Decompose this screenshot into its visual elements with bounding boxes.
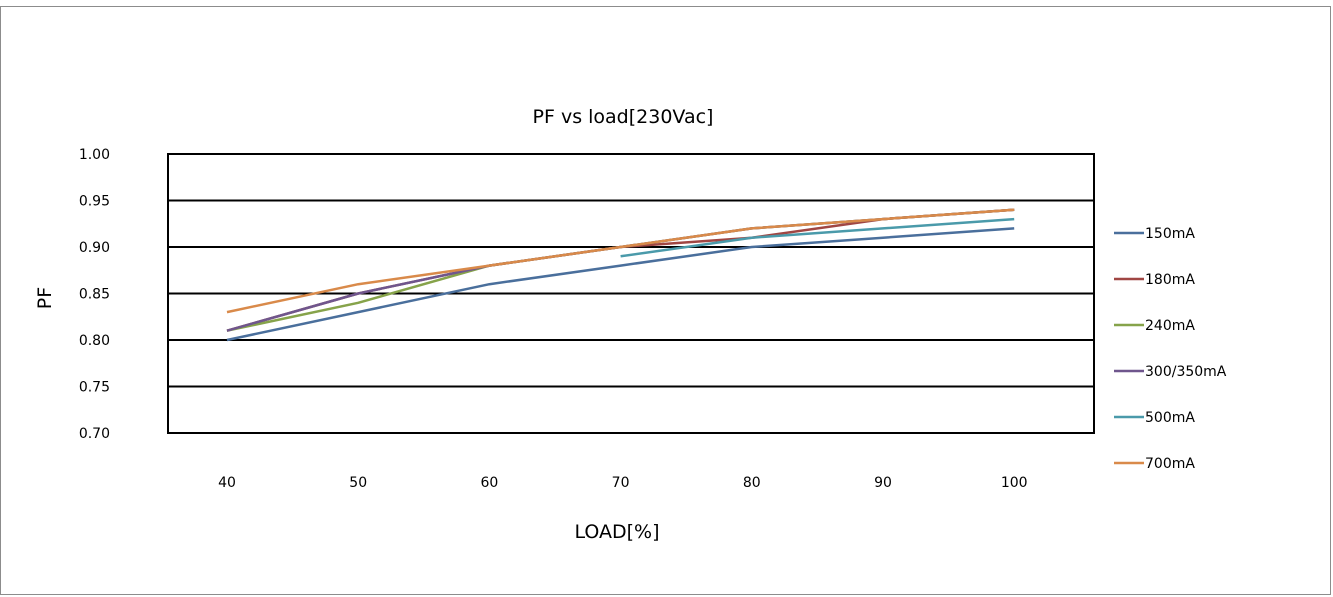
x-axis-ticks: 40 50 60 70 80 90 100 xyxy=(218,475,1027,491)
legend-entry: 700mA xyxy=(1145,456,1195,472)
chart-frame xyxy=(0,6,1331,595)
y-tick-label: 0.70 xyxy=(79,426,110,442)
gridlines xyxy=(168,199,1094,388)
plot-area xyxy=(167,153,1095,434)
chart-title: PF vs load[230Vac] xyxy=(533,106,714,128)
legend-entry: 240mA xyxy=(1145,318,1195,334)
x-tick-label: 90 xyxy=(874,475,892,491)
x-tick-label: 80 xyxy=(743,475,761,491)
x-tick-label: 50 xyxy=(349,475,367,491)
series-lines xyxy=(226,208,1015,342)
x-tick-label: 100 xyxy=(1001,475,1028,491)
y-tick-label: 0.95 xyxy=(79,194,110,210)
legend-entry: 300/350mA xyxy=(1145,364,1227,380)
series-line-500ma xyxy=(620,217,1015,258)
x-tick-label: 40 xyxy=(218,475,236,491)
y-tick-label: 0.85 xyxy=(79,287,110,303)
y-tick-label: 0.90 xyxy=(79,240,110,256)
series-line-150ma xyxy=(226,227,1015,342)
y-tick-label: 0.80 xyxy=(79,333,110,349)
y-tick-label: 0.75 xyxy=(79,380,110,396)
series-line-700ma xyxy=(226,208,1015,314)
x-axis-label: LOAD[%] xyxy=(574,521,659,543)
y-axis-label: PF xyxy=(34,287,56,309)
legend: 150mA 180mA 240mA 300/350mA 500mA 700mA xyxy=(1114,226,1227,472)
x-tick-label: 60 xyxy=(480,475,498,491)
y-tick-label: 1.00 xyxy=(79,147,110,163)
legend-entry: 150mA xyxy=(1145,226,1195,242)
legend-entry: 180mA xyxy=(1145,272,1195,288)
x-tick-label: 70 xyxy=(612,475,630,491)
legend-entry: 500mA xyxy=(1145,410,1195,426)
y-axis-ticks: 1.00 0.95 0.90 0.85 0.80 0.75 0.70 xyxy=(79,147,110,442)
